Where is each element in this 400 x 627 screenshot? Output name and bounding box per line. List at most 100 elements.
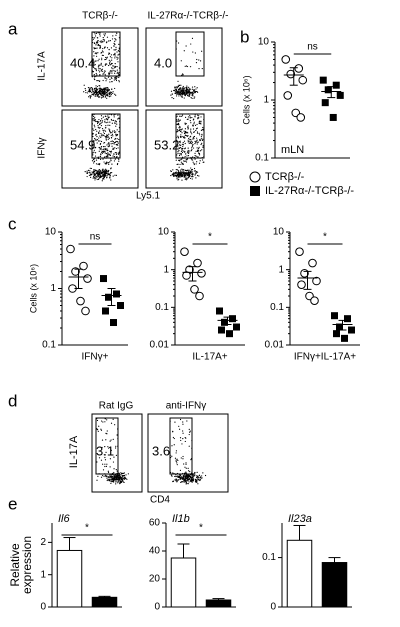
dot (116, 156, 118, 158)
dot (116, 140, 118, 143)
dot (111, 122, 113, 124)
dot (102, 65, 104, 67)
dot (100, 147, 102, 149)
dot (191, 116, 193, 119)
dot (183, 463, 185, 465)
dot (105, 95, 107, 97)
data-point (329, 113, 337, 121)
dot (111, 38, 114, 40)
dot (181, 88, 183, 90)
dot (93, 162, 95, 164)
dot (193, 163, 195, 166)
dot (188, 478, 190, 480)
percent-label: 4.0 (154, 55, 172, 70)
dot (106, 94, 108, 96)
dot (196, 87, 198, 89)
data-point (321, 99, 329, 107)
y-tick-label: 10 (158, 227, 170, 238)
dot (117, 49, 119, 52)
dot (177, 176, 179, 179)
dot (112, 65, 114, 67)
panel-label: d (8, 391, 17, 410)
dot (180, 134, 182, 136)
dot (115, 478, 117, 480)
dot (188, 428, 190, 430)
dot (192, 138, 194, 140)
dot (179, 128, 181, 130)
dot (201, 159, 204, 161)
dot (190, 478, 192, 480)
dot (109, 466, 111, 468)
dot (108, 133, 110, 135)
dot (175, 475, 177, 478)
dot (181, 169, 184, 171)
gate (175, 31, 205, 77)
dot (170, 170, 172, 172)
y-tick-label: 0.01 (150, 340, 170, 351)
dot (106, 149, 108, 151)
dot (109, 63, 111, 65)
dot (97, 174, 100, 176)
dot (177, 85, 179, 87)
dot (103, 475, 105, 477)
data-point (193, 258, 202, 268)
dot (116, 129, 118, 131)
dot (103, 173, 105, 176)
data-point (180, 247, 189, 256)
dot (107, 138, 109, 140)
dot (94, 118, 96, 121)
bar (286, 539, 313, 608)
dot (117, 114, 119, 116)
dot (113, 70, 115, 72)
data-point (218, 326, 225, 334)
dot (181, 128, 183, 130)
dot (184, 142, 186, 145)
dot (104, 150, 106, 152)
dot (115, 48, 117, 50)
dot (112, 155, 114, 157)
dot (113, 142, 115, 144)
x-axis-label: Ly5.1 (136, 191, 161, 202)
dot (189, 115, 191, 117)
dot (185, 134, 187, 137)
dot (195, 88, 197, 90)
dot (186, 135, 189, 137)
dot (180, 147, 182, 149)
dot (104, 174, 106, 176)
dot (178, 150, 180, 152)
dot (107, 64, 110, 67)
dot (114, 53, 116, 55)
dot (97, 52, 99, 54)
dot (99, 33, 101, 35)
dot (92, 144, 94, 146)
dot (104, 64, 107, 66)
dot (102, 70, 104, 72)
dot (96, 479, 98, 481)
dot (92, 135, 94, 138)
dot (104, 463, 106, 465)
dot (183, 150, 185, 152)
dot (191, 159, 193, 161)
dot (100, 476, 103, 478)
dot (196, 147, 198, 149)
dot (178, 166, 180, 168)
dot (112, 418, 114, 420)
dot (104, 96, 107, 98)
dot (111, 476, 113, 478)
x-axis-label: IL-17A+ (192, 352, 227, 363)
dot (109, 40, 111, 42)
dot (100, 459, 103, 461)
data-point (319, 76, 327, 84)
dot (180, 93, 182, 95)
dot (194, 174, 196, 176)
dot (183, 89, 185, 91)
dot (114, 87, 116, 90)
flow-dots (83, 31, 121, 99)
dot (108, 142, 110, 144)
dot (114, 63, 116, 65)
dot (117, 482, 119, 484)
dot (121, 475, 123, 477)
dot (192, 480, 194, 482)
dot (191, 168, 193, 171)
x-axis-label: IFNγ+IL-17A+ (294, 352, 356, 363)
